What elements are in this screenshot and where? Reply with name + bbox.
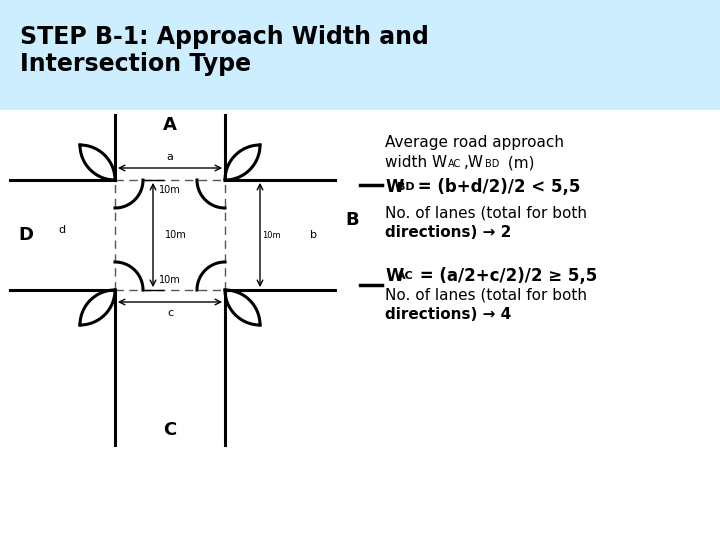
Text: = (a/2+c/2)/2 ≥ 5,5: = (a/2+c/2)/2 ≥ 5,5 [414, 267, 598, 285]
Text: directions) → 2: directions) → 2 [385, 225, 511, 240]
Text: Average road approach: Average road approach [385, 135, 564, 150]
Text: b: b [310, 230, 317, 240]
Text: ,W: ,W [464, 155, 484, 170]
Text: BD: BD [397, 182, 415, 192]
Text: a: a [166, 152, 174, 162]
Text: W: W [385, 267, 403, 285]
Text: = (b+d/2)/2 < 5,5: = (b+d/2)/2 < 5,5 [412, 178, 580, 196]
Text: c: c [167, 308, 173, 318]
Text: directions) → 4: directions) → 4 [385, 307, 511, 322]
Text: 10m: 10m [159, 185, 181, 195]
Text: d: d [58, 225, 65, 235]
Text: W: W [385, 178, 403, 196]
Text: STEP B-1: Approach Width and: STEP B-1: Approach Width and [20, 25, 429, 49]
Text: D: D [18, 226, 33, 244]
Text: (m): (m) [503, 155, 534, 170]
Text: No. of lanes (total for both: No. of lanes (total for both [385, 287, 587, 302]
Text: 10m: 10m [262, 231, 281, 240]
Text: No. of lanes (total for both: No. of lanes (total for both [385, 205, 587, 220]
Bar [0, 0, 720, 110]
Text: A: A [163, 116, 177, 134]
Text: B: B [345, 211, 359, 229]
Text: C: C [163, 421, 176, 439]
Text: AC: AC [397, 271, 414, 281]
Text: BD: BD [485, 159, 500, 169]
Text: 10m: 10m [159, 275, 181, 285]
Text: AC: AC [448, 159, 462, 169]
Text: 10m: 10m [165, 230, 186, 240]
Text: width W: width W [385, 155, 447, 170]
Text: Intersection Type: Intersection Type [20, 52, 251, 76]
